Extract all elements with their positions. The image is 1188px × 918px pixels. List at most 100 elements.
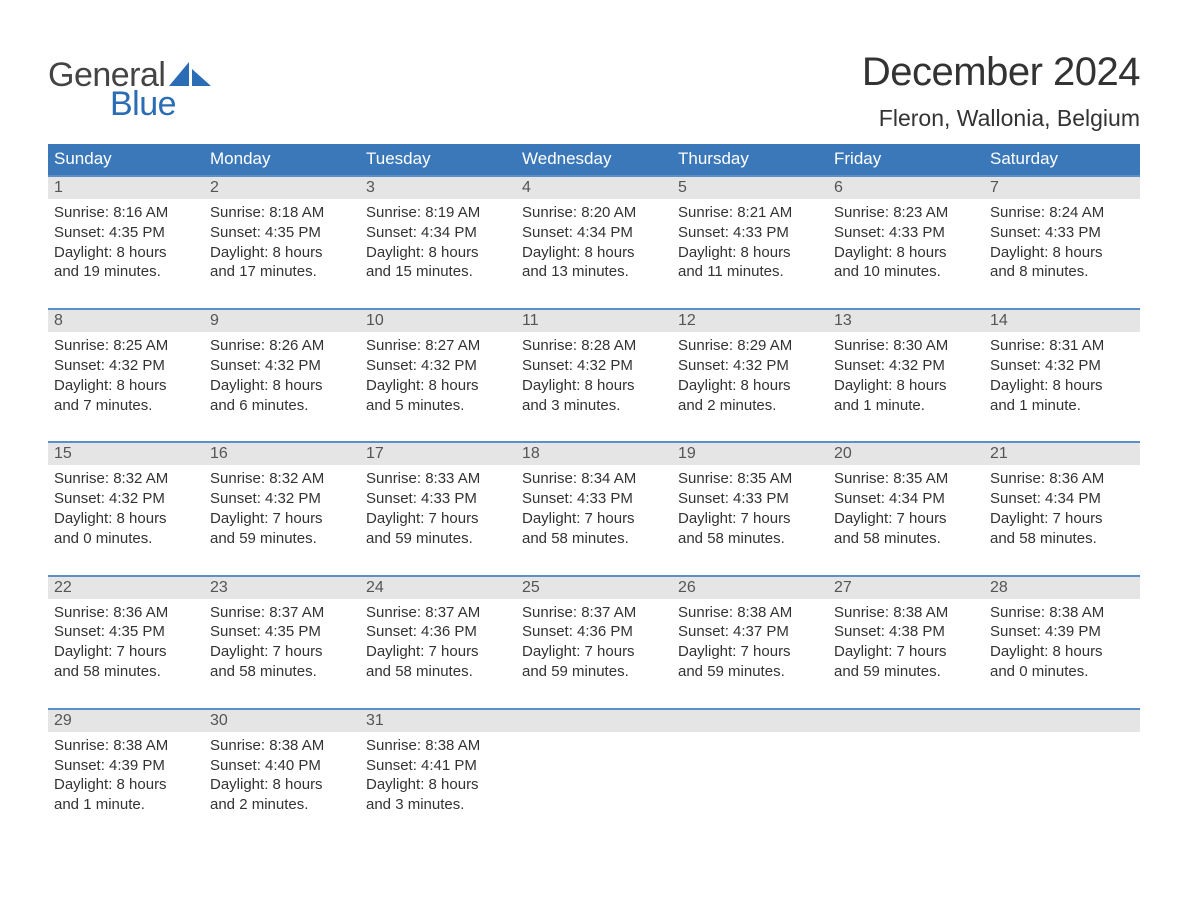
daylight-line1: Daylight: 8 hours — [366, 243, 510, 263]
weekday-header: Thursday — [672, 144, 828, 175]
daylight-line1: Daylight: 7 hours — [834, 509, 978, 529]
day-content: Sunrise: 8:21 AMSunset: 4:33 PMDaylight:… — [672, 199, 828, 282]
sunset-text: Sunset: 4:35 PM — [54, 223, 198, 243]
calendar-day: 5Sunrise: 8:21 AMSunset: 4:33 PMDaylight… — [672, 177, 828, 290]
calendar-day: 25Sunrise: 8:37 AMSunset: 4:36 PMDayligh… — [516, 577, 672, 690]
sunrise-text: Sunrise: 8:32 AM — [210, 469, 354, 489]
calendar-day: 17Sunrise: 8:33 AMSunset: 4:33 PMDayligh… — [360, 443, 516, 556]
calendar-week: 29Sunrise: 8:38 AMSunset: 4:39 PMDayligh… — [48, 708, 1140, 823]
logo-text-blue: Blue — [110, 85, 211, 124]
calendar-day: 24Sunrise: 8:37 AMSunset: 4:36 PMDayligh… — [360, 577, 516, 690]
daylight-line1: Daylight: 7 hours — [678, 509, 822, 529]
sunset-text: Sunset: 4:36 PM — [366, 622, 510, 642]
sunset-text: Sunset: 4:36 PM — [522, 622, 666, 642]
daylight-line2: and 58 minutes. — [210, 662, 354, 682]
daylight-line1: Daylight: 8 hours — [834, 243, 978, 263]
sunrise-text: Sunrise: 8:36 AM — [54, 603, 198, 623]
calendar-day: 4Sunrise: 8:20 AMSunset: 4:34 PMDaylight… — [516, 177, 672, 290]
day-content: Sunrise: 8:33 AMSunset: 4:33 PMDaylight:… — [360, 465, 516, 548]
weekday-header: Sunday — [48, 144, 204, 175]
calendar-day — [516, 710, 672, 823]
weekday-header: Friday — [828, 144, 984, 175]
day-content: Sunrise: 8:36 AMSunset: 4:35 PMDaylight:… — [48, 599, 204, 682]
daylight-line1: Daylight: 7 hours — [210, 509, 354, 529]
daylight-line2: and 0 minutes. — [990, 662, 1134, 682]
day-content: Sunrise: 8:37 AMSunset: 4:36 PMDaylight:… — [516, 599, 672, 682]
day-number: 4 — [516, 177, 672, 199]
sunset-text: Sunset: 4:38 PM — [834, 622, 978, 642]
day-number: 19 — [672, 443, 828, 465]
sunset-text: Sunset: 4:32 PM — [54, 356, 198, 376]
daylight-line1: Daylight: 7 hours — [834, 642, 978, 662]
header: General Blue December 2024 Fleron, Wallo… — [48, 50, 1140, 132]
calendar-week: 8Sunrise: 8:25 AMSunset: 4:32 PMDaylight… — [48, 308, 1140, 423]
calendar-day: 26Sunrise: 8:38 AMSunset: 4:37 PMDayligh… — [672, 577, 828, 690]
sunrise-text: Sunrise: 8:29 AM — [678, 336, 822, 356]
sunrise-text: Sunrise: 8:38 AM — [990, 603, 1134, 623]
daylight-line2: and 58 minutes. — [522, 529, 666, 549]
day-content: Sunrise: 8:18 AMSunset: 4:35 PMDaylight:… — [204, 199, 360, 282]
day-number: 12 — [672, 310, 828, 332]
day-content: Sunrise: 8:16 AMSunset: 4:35 PMDaylight:… — [48, 199, 204, 282]
day-content: Sunrise: 8:32 AMSunset: 4:32 PMDaylight:… — [48, 465, 204, 548]
sunrise-text: Sunrise: 8:38 AM — [54, 736, 198, 756]
sunrise-text: Sunrise: 8:16 AM — [54, 203, 198, 223]
calendar-day: 9Sunrise: 8:26 AMSunset: 4:32 PMDaylight… — [204, 310, 360, 423]
sunset-text: Sunset: 4:32 PM — [210, 489, 354, 509]
day-number: 14 — [984, 310, 1140, 332]
daylight-line1: Daylight: 8 hours — [522, 376, 666, 396]
sunrise-text: Sunrise: 8:32 AM — [54, 469, 198, 489]
sunrise-text: Sunrise: 8:37 AM — [210, 603, 354, 623]
day-content: Sunrise: 8:38 AMSunset: 4:40 PMDaylight:… — [204, 732, 360, 815]
daylight-line2: and 1 minute. — [990, 396, 1134, 416]
daylight-line1: Daylight: 8 hours — [210, 376, 354, 396]
sunrise-text: Sunrise: 8:19 AM — [366, 203, 510, 223]
daylight-line2: and 59 minutes. — [366, 529, 510, 549]
location-text: Fleron, Wallonia, Belgium — [862, 105, 1140, 132]
daylight-line2: and 58 minutes. — [990, 529, 1134, 549]
calendar-week: 1Sunrise: 8:16 AMSunset: 4:35 PMDaylight… — [48, 175, 1140, 290]
daylight-line1: Daylight: 8 hours — [54, 376, 198, 396]
calendar-day: 21Sunrise: 8:36 AMSunset: 4:34 PMDayligh… — [984, 443, 1140, 556]
daylight-line2: and 59 minutes. — [210, 529, 354, 549]
daylight-line1: Daylight: 8 hours — [990, 642, 1134, 662]
daylight-line1: Daylight: 8 hours — [54, 509, 198, 529]
day-content: Sunrise: 8:19 AMSunset: 4:34 PMDaylight:… — [360, 199, 516, 282]
sunset-text: Sunset: 4:32 PM — [834, 356, 978, 376]
daylight-line2: and 58 minutes. — [678, 529, 822, 549]
calendar-week: 15Sunrise: 8:32 AMSunset: 4:32 PMDayligh… — [48, 441, 1140, 556]
calendar-day: 22Sunrise: 8:36 AMSunset: 4:35 PMDayligh… — [48, 577, 204, 690]
daylight-line2: and 59 minutes. — [834, 662, 978, 682]
daylight-line2: and 1 minute. — [834, 396, 978, 416]
day-number: 30 — [204, 710, 360, 732]
day-content: Sunrise: 8:35 AMSunset: 4:34 PMDaylight:… — [828, 465, 984, 548]
sunset-text: Sunset: 4:32 PM — [678, 356, 822, 376]
daylight-line2: and 17 minutes. — [210, 262, 354, 282]
daylight-line2: and 2 minutes. — [210, 795, 354, 815]
calendar-day: 27Sunrise: 8:38 AMSunset: 4:38 PMDayligh… — [828, 577, 984, 690]
daylight-line2: and 59 minutes. — [522, 662, 666, 682]
daylight-line1: Daylight: 7 hours — [678, 642, 822, 662]
sunset-text: Sunset: 4:33 PM — [678, 223, 822, 243]
daylight-line2: and 1 minute. — [54, 795, 198, 815]
calendar-day: 29Sunrise: 8:38 AMSunset: 4:39 PMDayligh… — [48, 710, 204, 823]
daylight-line2: and 13 minutes. — [522, 262, 666, 282]
day-number: 2 — [204, 177, 360, 199]
daylight-line2: and 15 minutes. — [366, 262, 510, 282]
day-content: Sunrise: 8:23 AMSunset: 4:33 PMDaylight:… — [828, 199, 984, 282]
weekday-header: Wednesday — [516, 144, 672, 175]
day-content: Sunrise: 8:35 AMSunset: 4:33 PMDaylight:… — [672, 465, 828, 548]
sunset-text: Sunset: 4:33 PM — [678, 489, 822, 509]
calendar-day: 20Sunrise: 8:35 AMSunset: 4:34 PMDayligh… — [828, 443, 984, 556]
calendar-day: 14Sunrise: 8:31 AMSunset: 4:32 PMDayligh… — [984, 310, 1140, 423]
day-number: 20 — [828, 443, 984, 465]
day-content: Sunrise: 8:34 AMSunset: 4:33 PMDaylight:… — [516, 465, 672, 548]
sunrise-text: Sunrise: 8:34 AM — [522, 469, 666, 489]
calendar-day: 15Sunrise: 8:32 AMSunset: 4:32 PMDayligh… — [48, 443, 204, 556]
daylight-line2: and 58 minutes. — [366, 662, 510, 682]
day-content: Sunrise: 8:30 AMSunset: 4:32 PMDaylight:… — [828, 332, 984, 415]
day-content: Sunrise: 8:32 AMSunset: 4:32 PMDaylight:… — [204, 465, 360, 548]
sunrise-text: Sunrise: 8:33 AM — [366, 469, 510, 489]
daylight-line2: and 5 minutes. — [366, 396, 510, 416]
day-content: Sunrise: 8:24 AMSunset: 4:33 PMDaylight:… — [984, 199, 1140, 282]
